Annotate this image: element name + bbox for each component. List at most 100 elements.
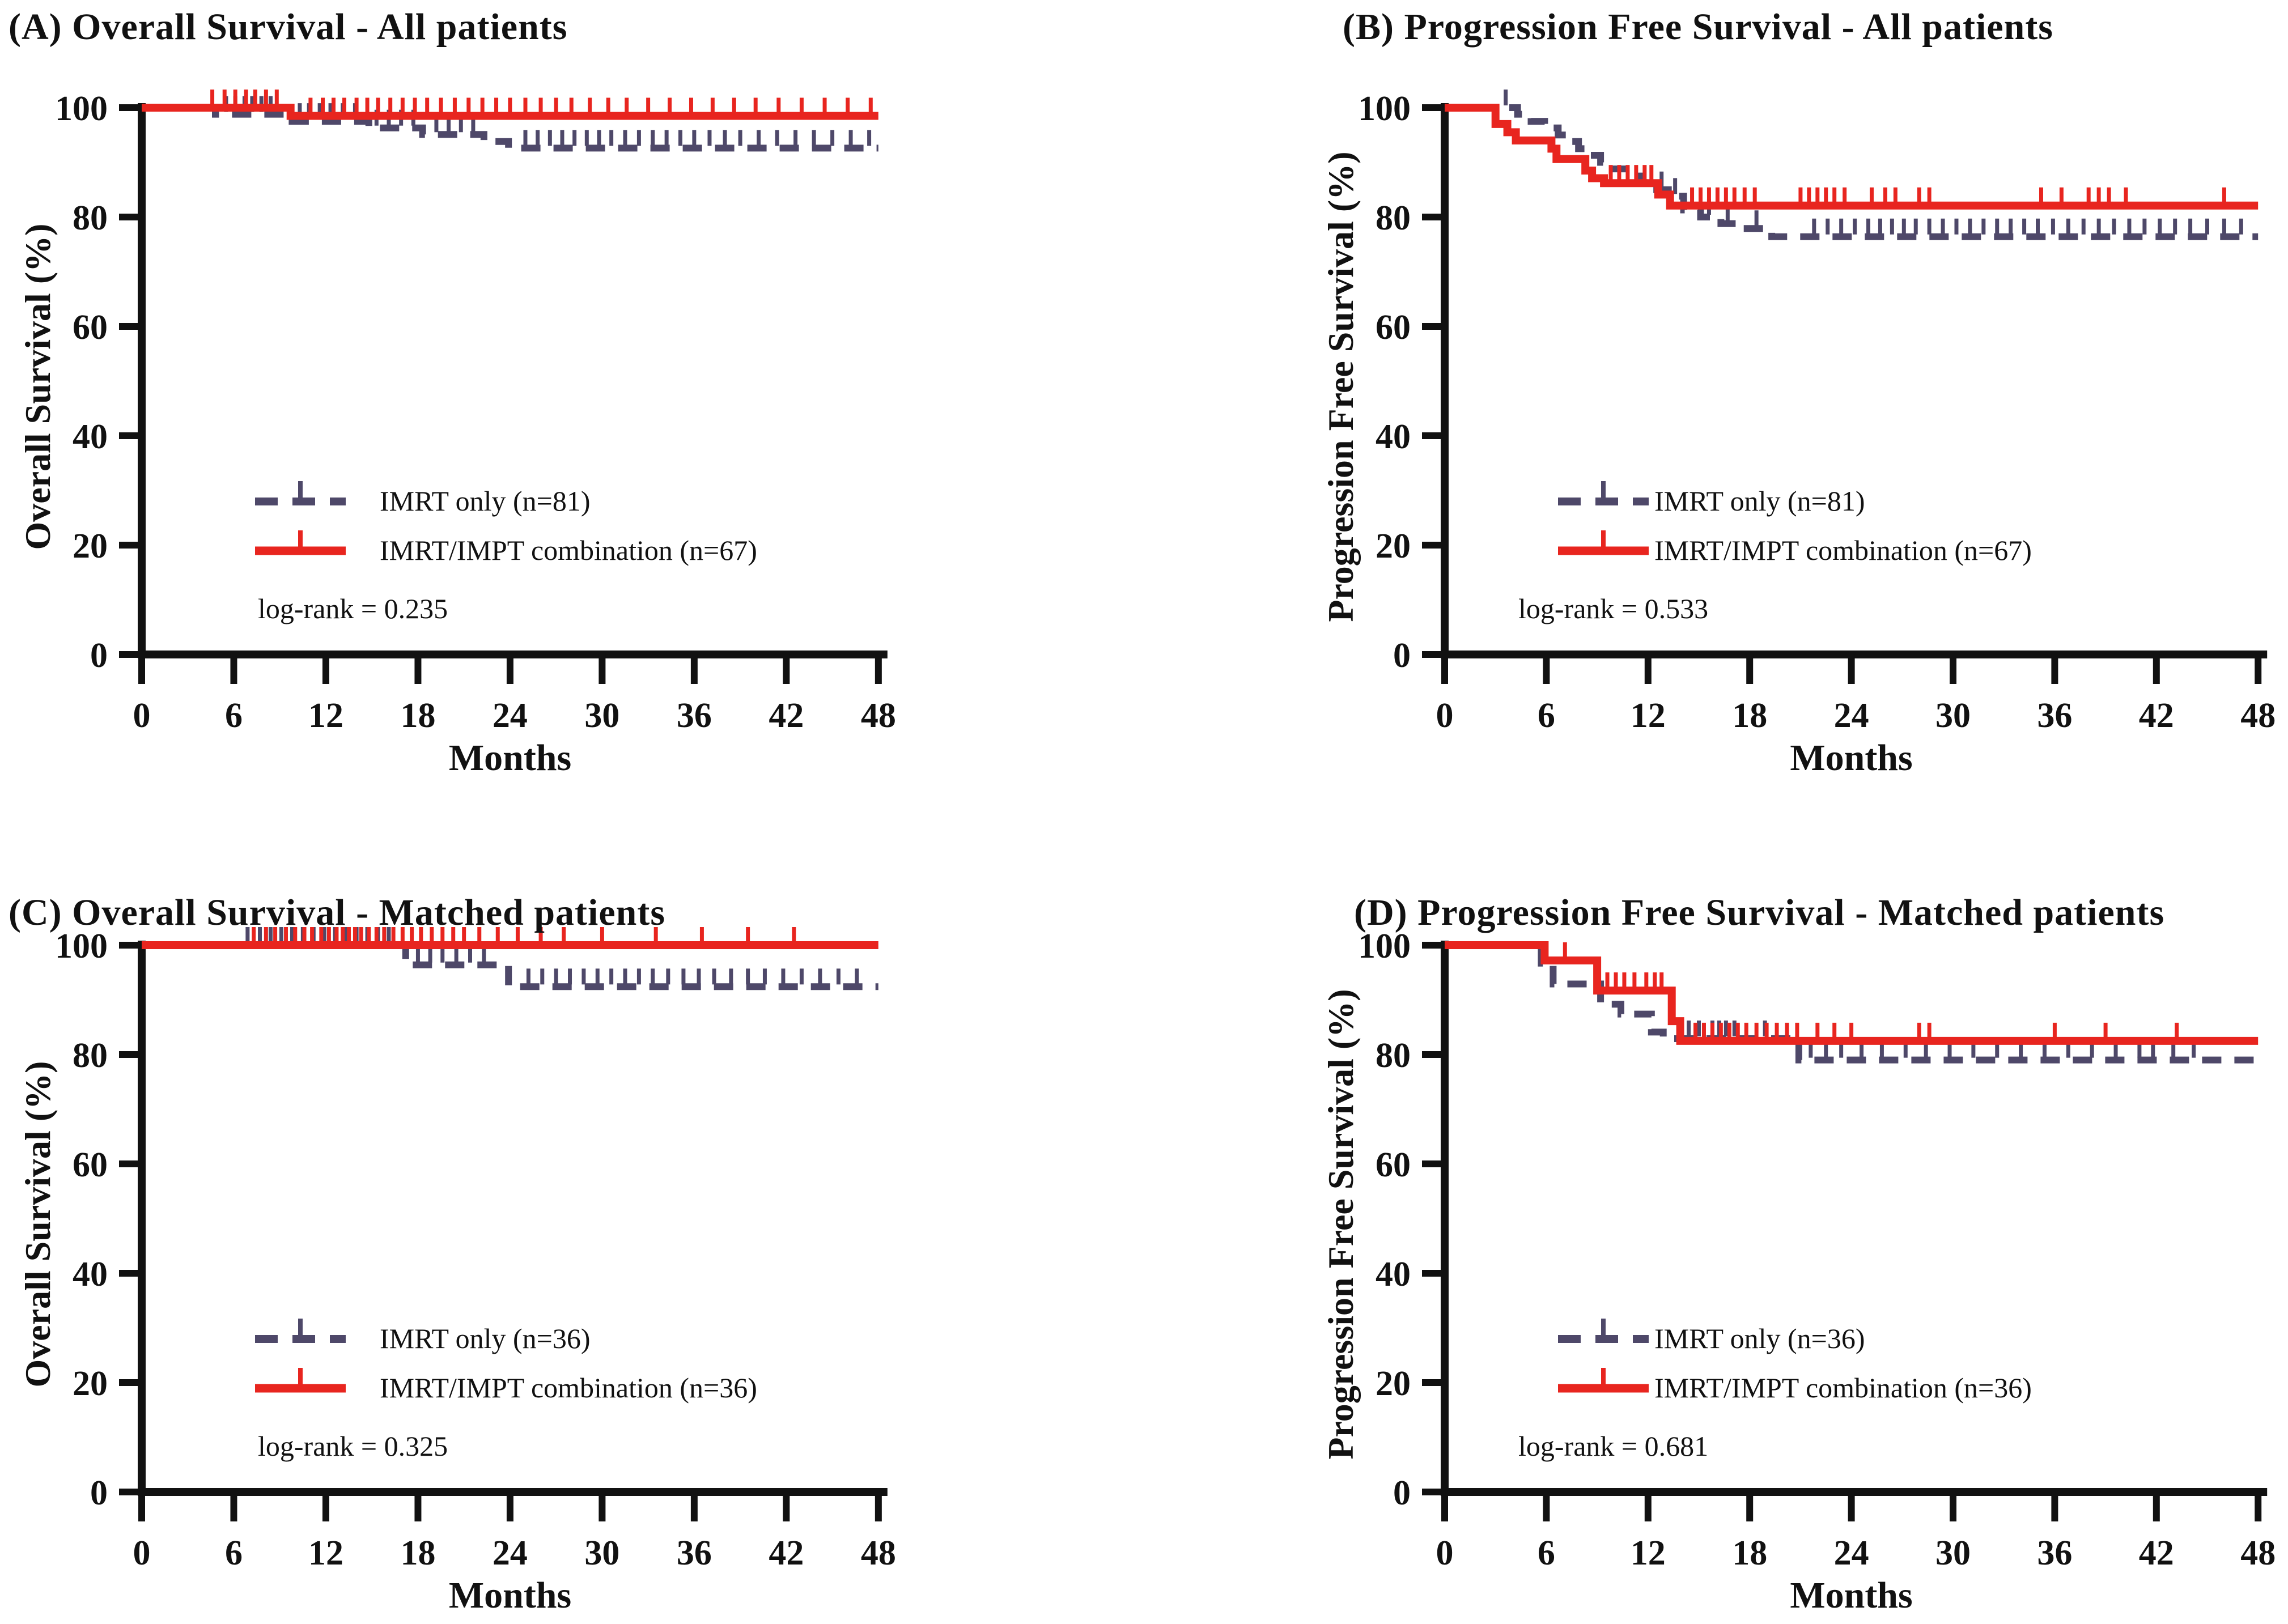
km-curve-imrt-impt <box>1445 941 2259 1045</box>
x-tick-label: 24 <box>493 696 528 735</box>
x-tick-label: 0 <box>133 1534 151 1572</box>
panel-overall-survival-all: 0 20 40 60 80 100 0 6 12 18 24 30 36 42 48 (A) Overall… <box>0 0 1144 812</box>
km-curve-imrt-only <box>142 942 878 990</box>
log-rank-value: log-rank = 0.681 <box>1518 1430 1709 1462</box>
panel-C-ylabel: Overall Survival (%) <box>18 1061 58 1388</box>
plot-area-A: 0 20 40 60 80 100 0 6 12 18 24 30 36 42 48 <box>55 90 896 735</box>
plot-area-C: 0 20 40 60 80 100 0 6 12 18 24 30 36 42 48 <box>55 927 896 1572</box>
x-tick-label: 12 <box>1631 1534 1666 1572</box>
panel-pfs-all: 0 20 40 60 80 100 0 6 12 18 24 30 36 42 48 (B) Progres… <box>1144 0 2288 812</box>
panel-A-xlabel: Months <box>448 737 572 779</box>
x-tick-label: 42 <box>2139 1534 2174 1572</box>
x-tick-label: 0 <box>1436 696 1454 735</box>
x-tick-label: 42 <box>2139 696 2174 735</box>
y-tick-label: 100 <box>1358 927 1411 966</box>
x-tick-label: 30 <box>584 696 619 735</box>
x-tick-label: 24 <box>1834 696 1869 735</box>
y-tick-label: 80 <box>1376 1036 1411 1075</box>
x-tick-label: 6 <box>1538 1534 1555 1572</box>
panel-C-xlabel: Months <box>448 1575 572 1616</box>
panel-A-ylabel: Overall Survival (%) <box>18 223 58 550</box>
x-tick-label: 18 <box>400 696 435 735</box>
km-curve-imrt-impt <box>142 104 878 120</box>
x-tick-label: 12 <box>308 696 343 735</box>
y-tick-label: 80 <box>73 199 108 237</box>
y-tick-label: 0 <box>1393 1474 1411 1512</box>
x-tick-label: 48 <box>861 696 896 735</box>
x-tick-label: 6 <box>225 696 243 735</box>
x-tick-label: 12 <box>1631 696 1666 735</box>
km-curve-imrt-only <box>1445 942 2259 1064</box>
y-tick-label: 60 <box>73 1146 108 1184</box>
panel-pfs-matched: 0 20 40 60 80 100 0 6 12 18 24 30 36 42 48 (D) Progres… <box>1144 812 2288 1624</box>
panel-D-ylabel: Progression Free Survival (%) <box>1321 989 1361 1460</box>
panel-C-title: (C) Overall Survival - Matched patients <box>9 892 666 933</box>
x-tick-label: 18 <box>400 1534 435 1572</box>
legend-label-imrt-impt: IMRT/IMPT combination (n=36) <box>380 1372 757 1404</box>
x-tick-label: 48 <box>861 1534 896 1572</box>
x-tick-label: 18 <box>1732 1534 1767 1572</box>
y-tick-label: 60 <box>1376 308 1411 347</box>
y-tick-label: 40 <box>73 1255 108 1294</box>
x-tick-label: 0 <box>133 696 151 735</box>
y-tick-label: 20 <box>73 527 108 566</box>
km-curve-imrt-only <box>1445 104 2259 240</box>
x-tick-label: 6 <box>225 1534 243 1572</box>
panel-B-ylabel: Progression Free Survival (%) <box>1321 151 1361 622</box>
x-tick-label: 30 <box>1935 696 1971 735</box>
x-tick-label: 24 <box>1834 1534 1869 1572</box>
plot-area-B: 0 20 40 60 80 100 0 6 12 18 24 30 36 42 48 <box>1358 90 2276 735</box>
y-tick-label: 0 <box>90 636 108 675</box>
legend-label-imrt-only: IMRT only (n=81) <box>380 485 591 517</box>
y-tick-label: 40 <box>73 418 108 456</box>
y-tick-label: 100 <box>1358 90 1411 128</box>
panel-B-title: (B) Progression Free Survival - All pati… <box>1343 6 2053 48</box>
x-tick-label: 48 <box>2240 1534 2276 1572</box>
y-tick-label: 100 <box>55 927 108 966</box>
x-tick-label: 42 <box>769 1534 804 1572</box>
y-tick-label: 80 <box>1376 199 1411 237</box>
panel-A-title: (A) Overall Survival - All patients <box>9 6 568 48</box>
y-tick-label: 0 <box>1393 636 1411 675</box>
y-tick-label: 100 <box>55 90 108 128</box>
y-tick-label: 40 <box>1376 418 1411 456</box>
y-tick-label: 20 <box>1376 1364 1411 1403</box>
x-tick-label: 24 <box>493 1534 528 1572</box>
legend-label-imrt-impt: IMRT/IMPT combination (n=67) <box>1654 534 2032 566</box>
x-tick-label: 12 <box>308 1534 343 1572</box>
x-tick-label: 18 <box>1732 696 1767 735</box>
legend-label-imrt-impt: IMRT/IMPT combination (n=67) <box>380 534 757 566</box>
panel-D-xlabel: Months <box>1790 1575 1913 1616</box>
km-curve-imrt-only <box>142 104 878 152</box>
x-tick-label: 36 <box>2037 1534 2072 1572</box>
y-tick-label: 60 <box>1376 1146 1411 1184</box>
panel-overall-survival-matched: 0 20 40 60 80 100 0 6 12 18 24 30 36 42 48 (C) Overall… <box>0 812 1144 1624</box>
y-tick-label: 0 <box>90 1474 108 1512</box>
x-tick-label: 36 <box>677 696 712 735</box>
x-tick-label: 42 <box>769 696 804 735</box>
legend-label-imrt-only: IMRT only (n=81) <box>1654 485 1865 517</box>
km-curve-imrt-impt <box>1445 104 2259 210</box>
x-tick-label: 6 <box>1538 696 1555 735</box>
x-tick-label: 0 <box>1436 1534 1454 1572</box>
x-tick-label: 30 <box>1935 1534 1971 1572</box>
panel-B-xlabel: Months <box>1790 737 1913 779</box>
log-rank-value: log-rank = 0.325 <box>258 1430 448 1462</box>
x-tick-label: 36 <box>677 1534 712 1572</box>
plot-area-D: 0 20 40 60 80 100 0 6 12 18 24 30 36 42 48 <box>1358 927 2276 1572</box>
y-tick-label: 60 <box>73 308 108 347</box>
y-tick-label: 20 <box>73 1364 108 1403</box>
y-tick-label: 20 <box>1376 527 1411 566</box>
panel-D-title: (D) Progression Free Survival - Matched … <box>1354 892 2165 933</box>
x-tick-label: 48 <box>2240 696 2276 735</box>
y-tick-label: 80 <box>73 1036 108 1075</box>
x-tick-label: 30 <box>584 1534 619 1572</box>
y-tick-label: 40 <box>1376 1255 1411 1294</box>
legend-label-imrt-only: IMRT only (n=36) <box>1654 1323 1865 1354</box>
log-rank-value: log-rank = 0.533 <box>1518 593 1709 624</box>
legend-label-imrt-only: IMRT only (n=36) <box>380 1323 591 1354</box>
legend-label-imrt-impt: IMRT/IMPT combination (n=36) <box>1654 1372 2032 1404</box>
log-rank-value: log-rank = 0.235 <box>258 593 448 624</box>
x-tick-label: 36 <box>2037 696 2072 735</box>
